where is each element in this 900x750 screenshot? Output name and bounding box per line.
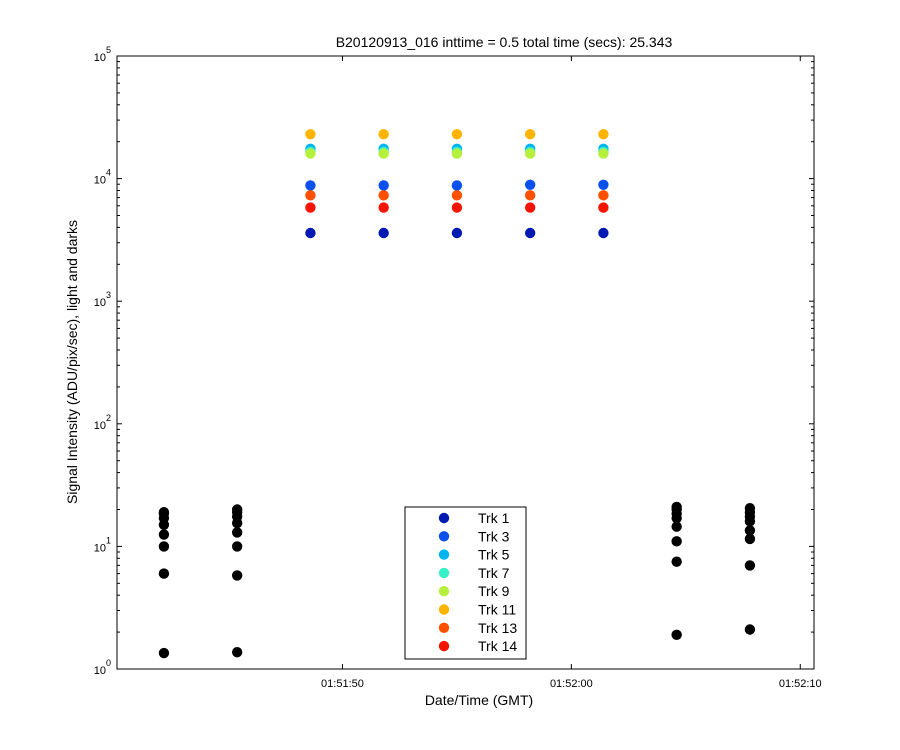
- dark-point: [158, 529, 170, 540]
- legend-label: Trk 1: [478, 510, 510, 526]
- point-trk-9: [305, 148, 316, 159]
- legend-label: Trk 3: [478, 528, 510, 544]
- point-trk-11: [598, 129, 609, 140]
- dark-point: [671, 629, 682, 641]
- y-axis-label: Signal Intensity (ADU/pix/sec), light an…: [64, 220, 80, 504]
- y-tick-label: 105: [94, 45, 111, 64]
- point-trk-9: [598, 148, 609, 159]
- y-tick-exponent: 5: [106, 45, 111, 55]
- y-tick-base: 10: [94, 175, 106, 187]
- legend-label: Trk 11: [478, 602, 516, 618]
- y-tick-base: 10: [94, 297, 106, 309]
- point-trk-14: [451, 202, 463, 213]
- legend-marker: [438, 622, 450, 633]
- legend-marker: [438, 586, 450, 597]
- legend-marker: [438, 512, 450, 524]
- x-tick-label: 01:52:00: [550, 678, 593, 690]
- dark-point: [744, 560, 756, 571]
- point-trk-11: [451, 129, 463, 140]
- point-trk-13: [451, 190, 463, 201]
- point-trk-9: [451, 148, 463, 159]
- dark-point: [231, 527, 243, 538]
- legend-box: [404, 506, 527, 660]
- legend-label: Trk 9: [478, 583, 510, 599]
- legend-marker: [438, 604, 450, 615]
- point-trk-9: [524, 148, 536, 159]
- y-tick-exponent: 2: [106, 413, 111, 423]
- dark-point: [158, 541, 170, 552]
- y-tick-base: 10: [94, 542, 106, 554]
- point-trk-14: [598, 202, 609, 213]
- legend-label: Trk 13: [478, 620, 517, 636]
- point-trk-1: [524, 227, 536, 239]
- dark-point: [158, 568, 170, 579]
- legend-label: Trk 7: [478, 565, 510, 581]
- legend-marker: [438, 531, 450, 542]
- dark-point: [158, 507, 170, 518]
- point-trk-1: [305, 227, 316, 239]
- point-trk-13: [378, 190, 389, 201]
- dark-point: [231, 541, 243, 552]
- y-tick-base: 10: [94, 420, 106, 432]
- x-axis-label: Date/Time (GMT): [425, 692, 533, 708]
- y-tick-label: 103: [94, 290, 111, 309]
- y-tick-exponent: 1: [106, 535, 111, 545]
- y-tick-label: 101: [94, 535, 111, 554]
- point-trk-14: [305, 202, 316, 213]
- legend-label: Trk 14: [478, 638, 517, 654]
- point-trk-3: [524, 179, 536, 191]
- dark-point: [231, 504, 243, 515]
- point-trk-13: [305, 190, 316, 201]
- dark-point: [671, 521, 682, 532]
- dark-point: [231, 647, 243, 658]
- point-trk-3: [305, 180, 316, 191]
- dark-point: [671, 536, 682, 547]
- point-trk-3: [451, 180, 463, 191]
- data-points: [158, 129, 756, 659]
- axis-ticks: [117, 55, 814, 670]
- x-tick-label: 01:51:50: [321, 678, 364, 690]
- y-tick-exponent: 0: [106, 658, 111, 668]
- point-trk-1: [451, 227, 463, 239]
- y-tick-base: 10: [94, 52, 106, 64]
- y-tick-base: 10: [94, 665, 106, 677]
- x-tick-label: 01:52:10: [779, 678, 822, 690]
- point-trk-13: [598, 190, 609, 201]
- dark-point: [671, 501, 682, 513]
- chart-title: B20120913_016 inttime = 0.5 total time (…: [336, 34, 673, 50]
- y-tick-label: 102: [94, 413, 111, 432]
- legend-marker: [438, 567, 450, 579]
- dark-point: [744, 525, 756, 536]
- point-trk-9: [378, 148, 389, 159]
- y-tick-label: 100: [94, 658, 111, 677]
- point-trk-14: [378, 202, 389, 213]
- point-trk-1: [598, 227, 609, 239]
- y-tick-exponent: 3: [106, 290, 111, 300]
- dark-point: [231, 570, 243, 581]
- legend: Trk 1 Trk 3 Trk 5 Trk 7 Trk 9 Trk 11 Trk 13 Trk…: [404, 506, 527, 660]
- dark-point: [744, 624, 756, 635]
- point-trk-13: [524, 190, 536, 201]
- legend-marker: [438, 640, 450, 652]
- point-trk-3: [598, 179, 609, 191]
- dark-point: [744, 533, 756, 545]
- legend-marker: [438, 549, 450, 560]
- point-trk-11: [305, 129, 316, 140]
- dark-point: [158, 647, 170, 659]
- dark-point: [671, 556, 682, 567]
- point-trk-11: [378, 129, 389, 140]
- point-trk-3: [378, 180, 389, 191]
- point-trk-14: [524, 202, 536, 213]
- y-tick-label: 104: [94, 168, 111, 187]
- dark-point: [744, 502, 756, 514]
- point-trk-11: [524, 129, 536, 140]
- point-trk-1: [378, 227, 389, 239]
- legend-label: Trk 5: [478, 547, 510, 563]
- y-tick-exponent: 4: [106, 168, 111, 178]
